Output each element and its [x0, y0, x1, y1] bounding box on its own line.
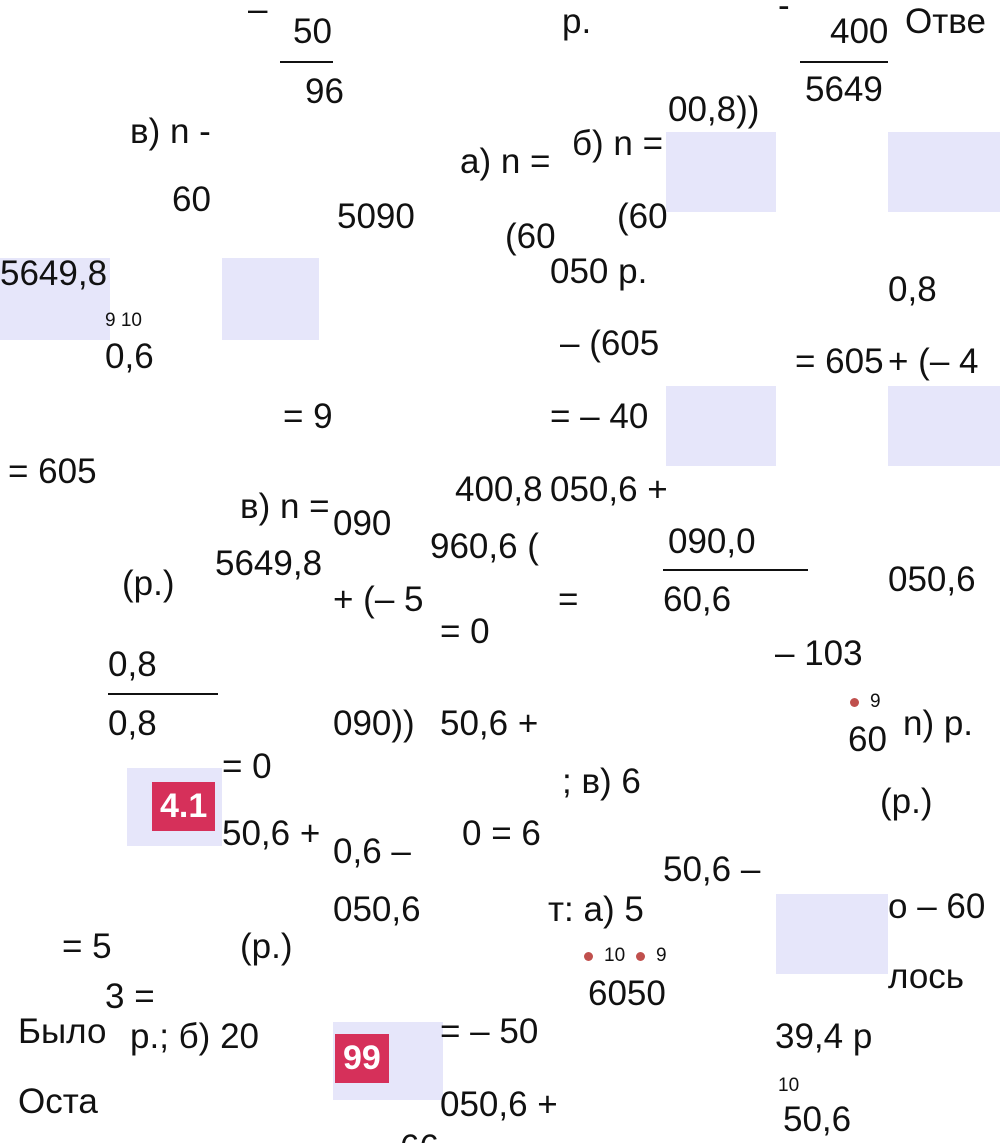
fraction-line	[800, 61, 888, 63]
text-fragment: 050,6 +	[440, 1085, 558, 1124]
text-fragment: 5649,8	[215, 544, 323, 583]
tile	[666, 386, 776, 466]
text-fragment: 050 р.	[550, 252, 648, 291]
tile	[888, 386, 1000, 466]
text-fragment: б) n =	[572, 124, 664, 163]
text-fragment: = 5	[62, 927, 112, 966]
text-fragment: 5649,8	[0, 254, 108, 293]
text-fragment: 00,8))	[668, 90, 760, 129]
text-fragment: р.; б) 20	[130, 1017, 259, 1056]
tile	[888, 132, 1000, 212]
text-fragment: 9	[656, 945, 667, 966]
tile	[222, 258, 319, 340]
text-fragment: 0,6 –	[333, 832, 411, 871]
dot	[636, 952, 645, 961]
text-fragment: (р.)	[240, 927, 293, 966]
text-fragment: 66	[400, 1130, 439, 1143]
text-fragment: 3 =	[105, 977, 155, 1016]
text-fragment: 050,6 +	[550, 470, 668, 509]
text-fragment: = – 50	[440, 1012, 539, 1051]
badge: 4.1	[152, 782, 216, 831]
text-fragment: –	[248, 0, 268, 29]
text-fragment: = 0	[222, 747, 272, 786]
badge: 99	[335, 1034, 389, 1083]
text-fragment: – 103	[775, 634, 863, 673]
text-fragment: 090,0	[668, 522, 756, 561]
text-fragment: о – 60	[888, 887, 986, 926]
text-fragment: в) n -	[130, 112, 211, 151]
fraction-line	[280, 61, 333, 63]
text-fragment: 96	[305, 72, 344, 111]
text-fragment: 10	[778, 1075, 800, 1096]
text-fragment: = 605	[795, 342, 884, 381]
text-fragment: (р.)	[122, 564, 175, 603]
text-fragment: Оста	[18, 1082, 98, 1121]
text-fragment: 6050	[588, 974, 666, 1013]
text-fragment: = – 40	[550, 397, 649, 436]
text-fragment: 0,8	[108, 704, 157, 743]
text-fragment: (р.)	[880, 782, 933, 821]
dot	[850, 698, 859, 707]
text-fragment: ; в) 6	[562, 762, 641, 801]
text-fragment: 0,6	[105, 337, 154, 376]
text-fragment: + (– 5	[333, 580, 424, 619]
text-fragment: (60	[505, 217, 556, 256]
text-fragment: = 605	[8, 452, 97, 491]
text-fragment: т: а) 5	[548, 890, 644, 929]
text-fragment: 50,6	[783, 1100, 852, 1139]
text-fragment: 0,8	[108, 645, 157, 684]
text-fragment: 400	[830, 12, 889, 51]
tile	[0, 258, 110, 340]
text-fragment: 960,6 (	[430, 527, 539, 566]
tile	[666, 132, 776, 212]
text-fragment: 400,8	[455, 470, 543, 509]
text-fragment: 60	[848, 720, 887, 759]
tile	[776, 894, 888, 974]
text-fragment: (60	[617, 197, 668, 236]
text-fragment: 090))	[333, 704, 415, 743]
text-fragment: р.	[562, 2, 592, 41]
text-fragment: Отве	[905, 2, 986, 41]
text-fragment: 050,6	[888, 560, 976, 599]
text-fragment: 0 = 6	[462, 814, 541, 853]
text-fragment: 9 10	[105, 310, 142, 331]
text-fragment: =	[558, 580, 579, 619]
text-fragment: 5649	[805, 70, 883, 109]
fraction-line	[663, 569, 808, 571]
text-fragment: = 9	[283, 397, 333, 436]
text-fragment: 050,6	[333, 890, 421, 929]
dot	[584, 952, 593, 961]
text-fragment: + (– 4	[888, 342, 979, 381]
text-fragment: 0,8	[888, 270, 937, 309]
text-fragment: 50,6 +	[440, 704, 539, 743]
text-fragment: 60	[172, 180, 211, 219]
text-fragment: 5090	[337, 197, 415, 236]
text-fragment: 090	[333, 504, 392, 543]
text-fragment: Было	[18, 1012, 107, 1051]
text-fragment: – (605	[560, 324, 660, 363]
text-fragment: 10	[604, 945, 626, 966]
text-fragment: 50,6 –	[663, 850, 761, 889]
text-fragment: 39,4 р	[775, 1017, 873, 1056]
text-fragment: 60,6	[663, 580, 732, 619]
text-fragment: n) р.	[903, 704, 974, 743]
text-fragment: лось	[888, 957, 965, 996]
text-fragment: а) n =	[460, 142, 551, 181]
text-fragment: 50,6 +	[222, 814, 321, 853]
text-fragment: = 0	[440, 612, 490, 651]
fraction-line	[108, 693, 218, 695]
text-fragment: 9	[870, 691, 881, 712]
text-fragment: 50	[293, 12, 332, 51]
text-fragment: -	[778, 0, 790, 25]
text-fragment: в) n =	[240, 487, 330, 526]
